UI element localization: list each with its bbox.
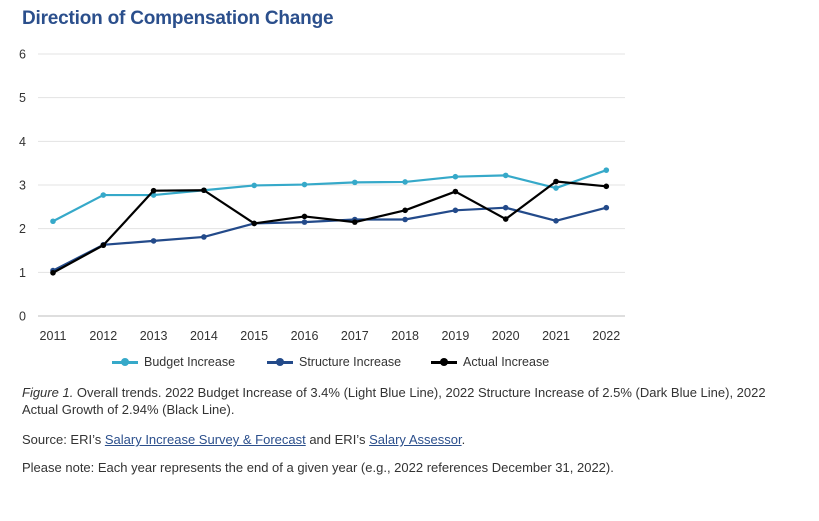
data-point bbox=[603, 167, 610, 173]
legend-item: Budget Increase bbox=[112, 355, 235, 369]
legend: Budget Increase Structure Increase Actual … bbox=[0, 355, 819, 373]
data-point bbox=[50, 218, 56, 225]
y-tick-label: 6 bbox=[19, 48, 26, 62]
data-point bbox=[100, 192, 107, 198]
x-tick-label: 2012 bbox=[89, 329, 117, 343]
data-point bbox=[402, 207, 408, 214]
data-point bbox=[553, 218, 559, 224]
data-point bbox=[452, 207, 459, 214]
data-point bbox=[402, 179, 408, 185]
x-tick-label: 2014 bbox=[190, 329, 218, 343]
series-line-1 bbox=[52, 206, 607, 272]
data-point bbox=[100, 242, 107, 249]
legend-label: Budget Increase bbox=[144, 355, 236, 369]
y-tick-label: 4 bbox=[19, 135, 26, 149]
x-tick-label: 2017 bbox=[341, 329, 369, 343]
source-prefix: Source: ERI’s bbox=[22, 432, 105, 447]
note-line: Please note: Each year represents the en… bbox=[22, 460, 614, 475]
legend-label: Actual Increase bbox=[463, 355, 550, 369]
data-point bbox=[603, 204, 610, 211]
data-point bbox=[251, 220, 257, 227]
data-point bbox=[452, 188, 459, 195]
legend-label: Structure Increase bbox=[299, 355, 402, 369]
data-point bbox=[150, 187, 157, 194]
figure-label: Figure 1. bbox=[22, 385, 74, 400]
legend-item: Actual Increase bbox=[431, 355, 549, 369]
series-line-0 bbox=[52, 169, 607, 223]
x-tick-label: 2018 bbox=[391, 329, 419, 343]
legend-swatch bbox=[431, 357, 457, 366]
figure-caption-text: Overall trends. 2022 Budget Increase of … bbox=[22, 385, 766, 417]
legend-item: Structure Increase bbox=[267, 355, 401, 369]
source-end: . bbox=[461, 432, 466, 447]
data-point bbox=[201, 187, 207, 194]
x-tick-label: 2016 bbox=[291, 329, 319, 343]
y-tick-label: 1 bbox=[19, 266, 26, 280]
data-point bbox=[150, 238, 157, 244]
data-point bbox=[251, 182, 257, 189]
x-tick-label: 2021 bbox=[542, 329, 570, 343]
data-point bbox=[301, 181, 308, 188]
x-tick-label: 2022 bbox=[592, 329, 620, 343]
legend-swatch bbox=[267, 357, 293, 366]
y-tick-label: 3 bbox=[19, 179, 26, 193]
series-line-2 bbox=[52, 180, 607, 274]
data-point bbox=[352, 179, 358, 186]
legend-swatch bbox=[112, 357, 138, 366]
data-point bbox=[50, 269, 56, 276]
x-tick-label: 2013 bbox=[140, 329, 168, 343]
x-tick-label: 2015 bbox=[240, 329, 268, 343]
x-tick-label: 2019 bbox=[441, 329, 469, 343]
data-point bbox=[553, 185, 559, 191]
chart-title: Direction of Compensation Change bbox=[22, 8, 334, 29]
salary-assessor-link[interactable]: Salary Assessor bbox=[369, 432, 462, 447]
data-point bbox=[553, 178, 559, 185]
data-point bbox=[402, 216, 408, 223]
data-point bbox=[603, 183, 610, 190]
salary-increase-survey-link[interactable]: Salary Increase Survey & Forecast bbox=[104, 432, 306, 447]
figure-caption: Figure 1. Overall trends. 2022 Budget In… bbox=[22, 384, 802, 418]
x-tick-label: 2020 bbox=[492, 329, 520, 343]
source-line: Source: ERI’s Salary Increase Survey & F… bbox=[22, 431, 802, 448]
source-mid: and ERI’s bbox=[305, 432, 370, 447]
data-point bbox=[502, 204, 509, 211]
data-point bbox=[352, 219, 358, 225]
x-tick-label: 2011 bbox=[40, 329, 67, 343]
data-point bbox=[502, 216, 509, 222]
data-point bbox=[452, 173, 459, 180]
y-tick-label: 2 bbox=[19, 222, 26, 236]
y-tick-label: 5 bbox=[19, 91, 26, 105]
y-tick-label: 0 bbox=[19, 310, 26, 324]
data-point bbox=[502, 172, 509, 179]
data-point bbox=[301, 213, 308, 220]
data-point bbox=[301, 219, 308, 225]
data-point bbox=[201, 234, 207, 240]
